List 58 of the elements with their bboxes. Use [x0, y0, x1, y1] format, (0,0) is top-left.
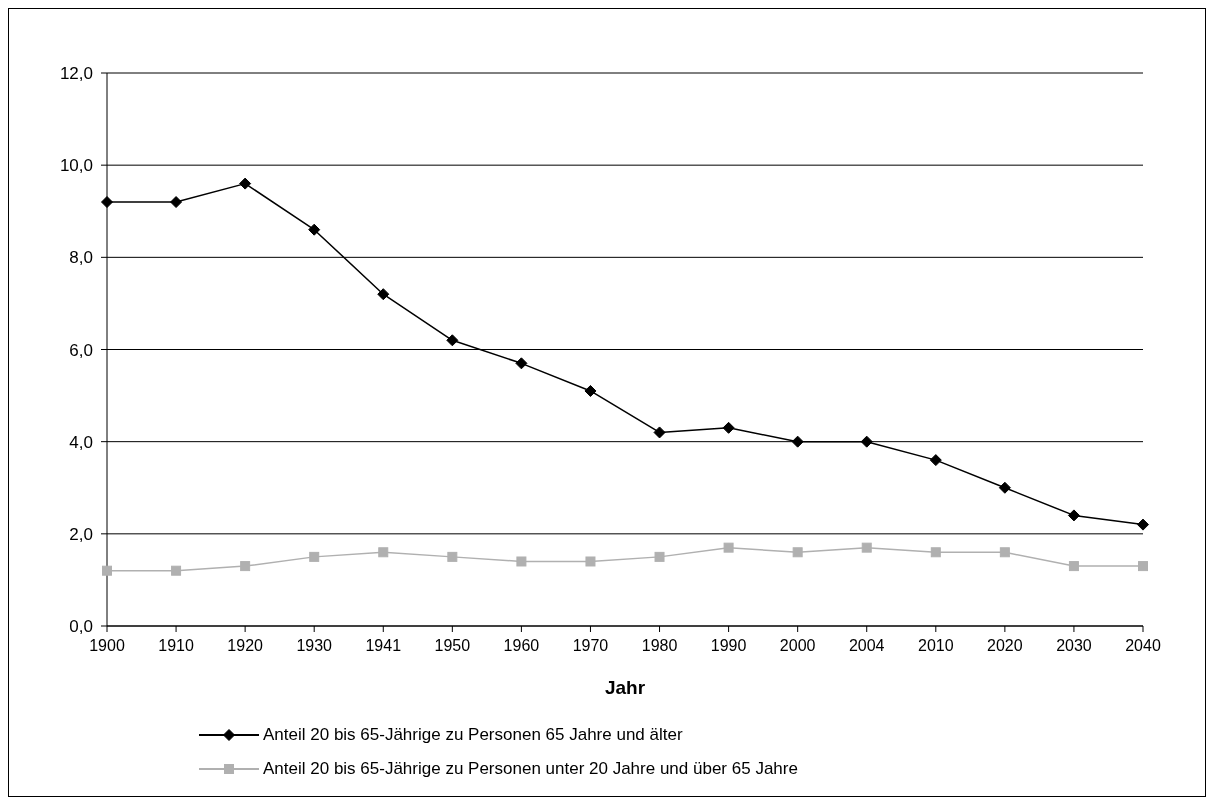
- point: [102, 565, 112, 576]
- y-tick-label: 10,0: [59, 156, 93, 176]
- point: [1068, 561, 1079, 572]
- point: [378, 547, 389, 558]
- x-tick-label: 2020: [987, 637, 1023, 655]
- point: [929, 454, 942, 467]
- point: [792, 547, 803, 558]
- point: [308, 223, 321, 236]
- x-tick-label: 1900: [89, 637, 125, 655]
- x-tick-label: 1920: [227, 637, 264, 655]
- x-tick-label: 1980: [641, 637, 678, 655]
- x-tick-label: 1941: [365, 637, 402, 655]
- point: [377, 288, 390, 301]
- x-tick-label: 1960: [503, 637, 540, 655]
- point: [240, 561, 251, 572]
- point: [654, 551, 665, 562]
- x-tick-label: 2040: [1125, 637, 1161, 655]
- y-tick-label: 2,0: [69, 524, 93, 544]
- y-tick-label: 6,0: [69, 340, 93, 360]
- x-tick-label: 1930: [296, 637, 333, 655]
- point: [723, 542, 734, 553]
- x-tick-label: 2000: [779, 637, 816, 655]
- point: [515, 357, 528, 370]
- point: [171, 565, 182, 576]
- x-tick-label: 2030: [1056, 637, 1092, 655]
- point: [239, 177, 252, 190]
- point: [998, 481, 1011, 494]
- point: [861, 542, 872, 553]
- y-tick-label: 0,0: [69, 617, 93, 637]
- point: [791, 435, 804, 448]
- point: [860, 435, 873, 448]
- y-tick-label: 12,0: [59, 64, 93, 84]
- point: [309, 551, 320, 562]
- point: [653, 426, 666, 439]
- x-tick-label: 1990: [710, 637, 747, 655]
- legend-label: Anteil 20 bis 65-Jährige zu Personen 65 Jahre und älter: [263, 725, 683, 745]
- legend-label: Anteil 20 bis 65-Jährige zu Personen unter 20 Jahre und über 65 Jahre: [263, 759, 798, 779]
- y-tick-label: 4,0: [69, 432, 93, 452]
- y-tick-label: 8,0: [69, 248, 93, 268]
- point: [446, 334, 459, 347]
- x-tick-label: 2010: [918, 637, 954, 655]
- x-tick-label: 1970: [572, 637, 609, 655]
- point: [722, 421, 735, 434]
- point: [585, 556, 596, 567]
- point: [1137, 518, 1149, 531]
- point: [999, 547, 1010, 558]
- point: [1067, 509, 1080, 522]
- x-axis-title: Jahr: [604, 677, 646, 698]
- point: [584, 384, 597, 397]
- point: [447, 551, 458, 562]
- point: [930, 547, 941, 558]
- point: [516, 556, 527, 567]
- point: [170, 196, 183, 209]
- x-tick-label: 1950: [434, 637, 471, 655]
- x-tick-label: 2004: [848, 637, 885, 655]
- point: [101, 196, 113, 209]
- x-tick-label: 1910: [158, 637, 194, 655]
- point: [1138, 561, 1148, 572]
